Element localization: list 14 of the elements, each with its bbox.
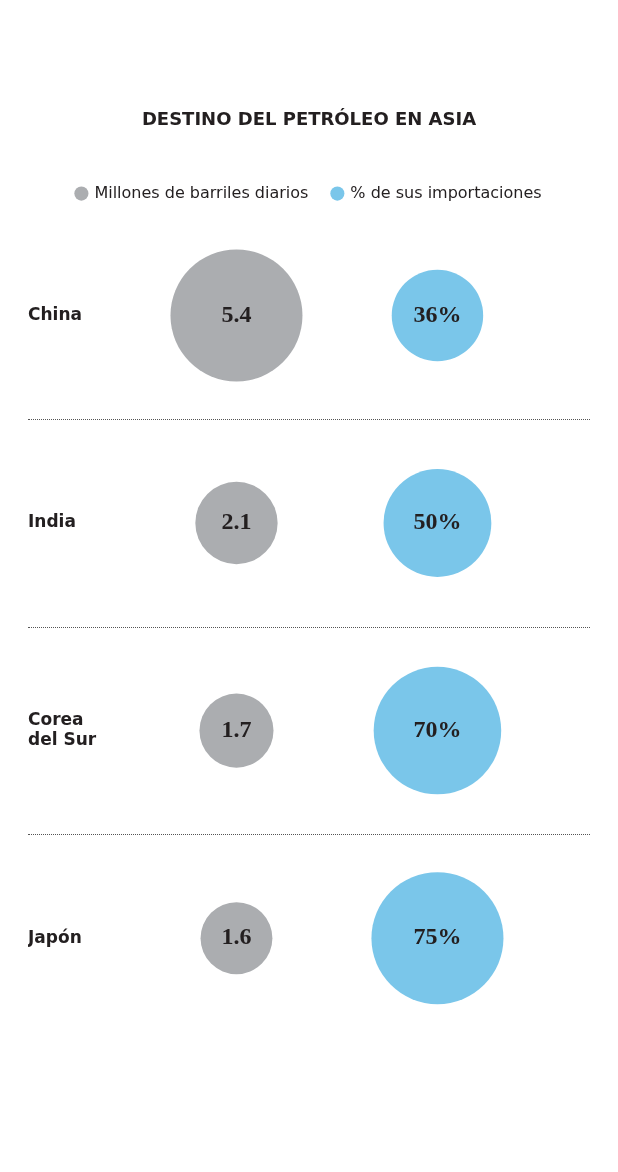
category-label: India [28,511,76,532]
text: DESTINO DEL PETRÓLEO EN ASIA [141,108,477,130]
data-label: 75% [413,923,462,950]
data-label: 70% [413,715,462,742]
data-label: 2.1 [221,508,252,535]
data-label: 5.4 [221,300,252,327]
data-label: 1.7 [221,715,252,742]
category-label: Corea del Sur [28,708,97,750]
data-label: 36% [413,300,462,327]
data-label: 1.6 [221,923,252,950]
legend-label: % de sus importaciones [350,182,542,202]
category-label: China [28,303,82,324]
legend-label: Millones de barriles diarios [94,182,309,202]
data-label: 50% [413,508,462,535]
